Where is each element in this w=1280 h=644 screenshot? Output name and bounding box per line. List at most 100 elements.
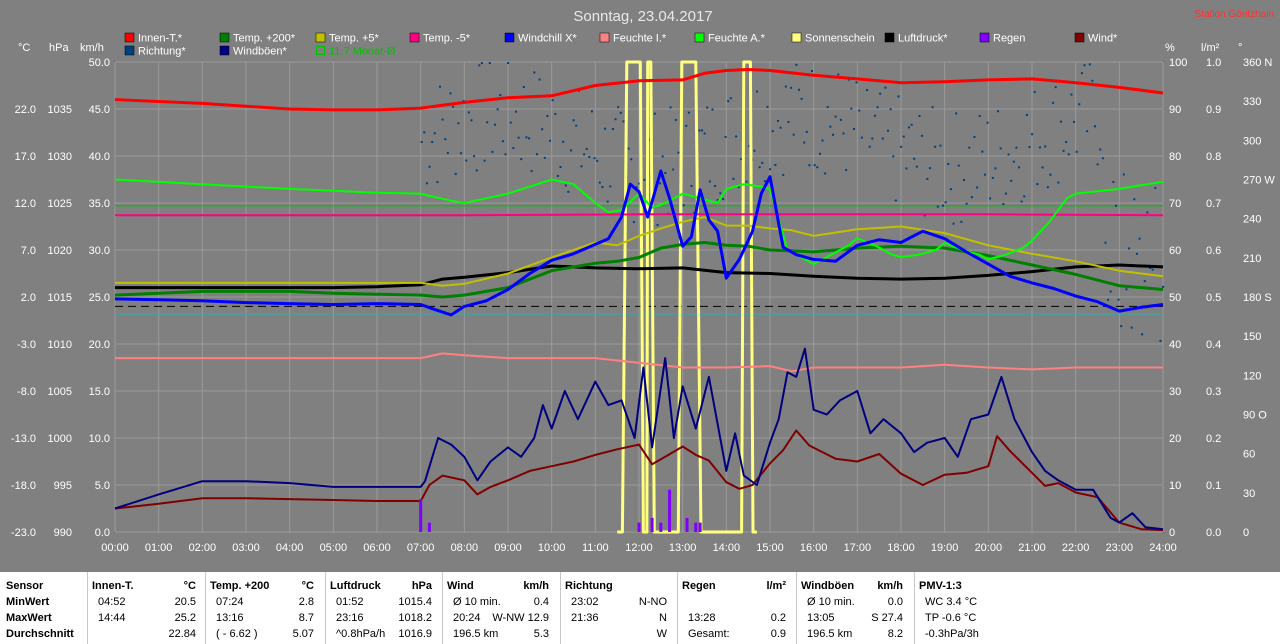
legend-label: Feuchte A.* (708, 33, 766, 45)
legend-label: Windchill X* (518, 33, 577, 45)
axis-temp-tick: 2.0 (21, 292, 36, 304)
direction-point (428, 165, 431, 168)
axis-time-tick: 08:00 (451, 542, 479, 554)
direction-point (797, 88, 800, 91)
direction-point (1135, 252, 1138, 255)
direction-point (444, 138, 447, 141)
direction-point (889, 108, 892, 111)
footer-header: Windböen km/h (801, 578, 911, 594)
axis-time-tick: 03:00 (232, 542, 260, 554)
rain-bar (419, 499, 423, 532)
axis-degree-tick: 330 (1243, 96, 1261, 108)
direction-point (839, 118, 842, 121)
direction-point (858, 109, 861, 112)
footer-row: Ø 10 min. 0.4 (447, 594, 557, 610)
legend-swatch (409, 32, 420, 43)
axis-time-tick: 24:00 (1149, 542, 1177, 554)
direction-point (664, 171, 667, 174)
direction-point (1010, 179, 1013, 182)
direction-point (1031, 133, 1034, 136)
footer-cell-value: km/h (523, 580, 549, 592)
direction-point (488, 62, 491, 64)
axis-time-tick: 13:00 (669, 542, 697, 554)
direction-point (805, 130, 808, 133)
direction-point (420, 141, 423, 144)
footer-row: 13:16 8.7 (210, 610, 322, 626)
axis-degree-tick: 360 N (1243, 57, 1272, 69)
direction-point (850, 107, 853, 110)
footer-row: 22.84 (92, 626, 204, 642)
axis-time-tick: 11:00 (582, 542, 609, 554)
footer-cell-value: 0.2 (770, 612, 786, 624)
footer-cell-label: Temp. +200 (210, 580, 270, 592)
footer-cell-label: 01:52 (336, 596, 364, 608)
direction-point (522, 86, 525, 89)
direction-point (774, 163, 777, 166)
direction-point (748, 145, 751, 148)
direction-point (514, 110, 517, 113)
direction-point (1065, 141, 1068, 144)
direction-point (491, 150, 494, 153)
footer-cell-value: 8.2 (887, 628, 903, 640)
direction-point (719, 192, 722, 195)
direction-point (1044, 145, 1047, 148)
direction-point (1033, 91, 1036, 94)
direction-point (473, 155, 476, 158)
footer-cell-label: Luftdruck (330, 580, 381, 592)
legend-swatch (791, 32, 802, 43)
direction-point (619, 111, 622, 114)
series-line-temp-200 (114, 241, 1164, 299)
footer-cell-label: 13:16 (216, 612, 244, 624)
direction-point (580, 165, 583, 168)
direction-point (1091, 79, 1094, 82)
axis-hpa-tick: 995 (54, 480, 72, 492)
direction-point (674, 118, 677, 121)
direction-point (1151, 268, 1154, 271)
axis-hpa-tick: 1025 (48, 198, 72, 210)
direction-point (892, 155, 895, 158)
axis-time-tick: 02:00 (189, 542, 217, 554)
direction-point (1054, 86, 1057, 89)
unit-degree: ° (1238, 42, 1242, 54)
direction-point (779, 126, 782, 129)
axis-hpa-tick: 1010 (48, 339, 72, 351)
direction-point (944, 201, 947, 204)
unit-celsius: °C (18, 42, 30, 54)
direction-point (957, 164, 960, 167)
axis-hpa-tick: 1005 (48, 386, 72, 398)
axis-percent-tick: 100 (1169, 57, 1187, 69)
direction-point (934, 145, 937, 148)
direction-point (570, 149, 573, 152)
direction-point (1159, 339, 1162, 342)
direction-point (446, 151, 449, 154)
axis-hpa-tick: 1000 (48, 433, 72, 445)
direction-point (997, 110, 1000, 113)
legend-label: Wind* (1088, 33, 1118, 45)
footer-column: Wind km/h Ø 10 min. 0.4 20:24 W-NW 12.9 196.5 … (447, 572, 557, 642)
direction-point (1049, 173, 1052, 176)
axis-time-tick: 18:00 (887, 542, 915, 554)
direction-point (530, 169, 533, 172)
footer-cell-label: WC 3.4 °C (925, 596, 978, 608)
series-line-wind (114, 429, 1164, 532)
direction-point (593, 157, 596, 160)
direction-point (494, 123, 497, 126)
footer-row: Ø 10 min. 0.0 (801, 594, 911, 610)
axis-kmh-tick: 20.0 (89, 339, 110, 351)
direction-point (606, 200, 609, 203)
footer-row: 01:52 1015.4 (330, 594, 440, 610)
axis-time-tick: 05:00 (320, 542, 348, 554)
direction-point (585, 147, 588, 150)
direction-point (617, 106, 620, 109)
axis-degree-tick: 150 (1243, 331, 1261, 343)
direction-point (973, 136, 976, 139)
direction-point (952, 222, 955, 225)
direction-point (968, 146, 971, 149)
direction-point (452, 105, 455, 108)
direction-point (960, 220, 963, 223)
direction-point (913, 157, 916, 160)
series-line-windchill-x (114, 169, 1164, 317)
legend-swatch (979, 32, 990, 43)
footer-divider (560, 572, 561, 644)
direction-point (792, 133, 795, 136)
